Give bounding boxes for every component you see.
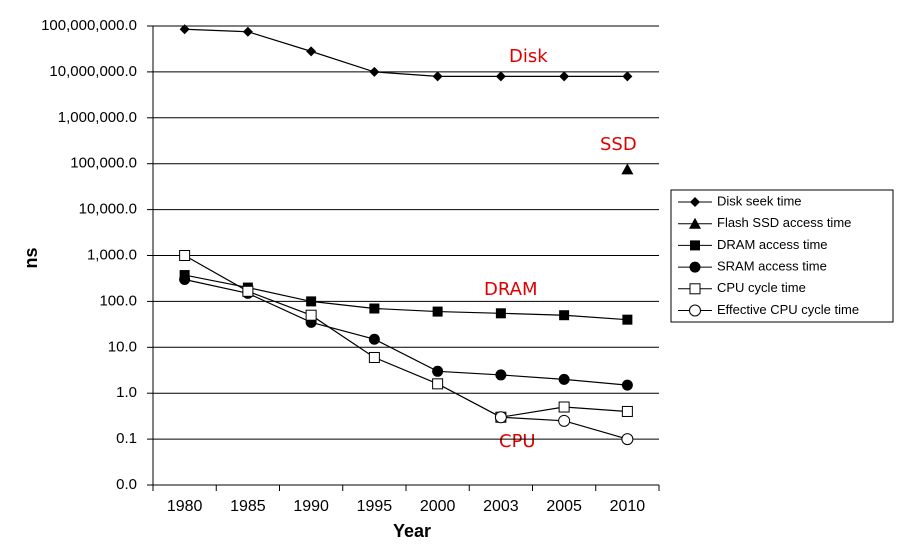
x-tick-label: 1995 (357, 498, 393, 515)
legend-label: Disk seek time (717, 193, 802, 208)
x-tick-label: 2003 (483, 498, 519, 515)
y-tick-label: 1,000,000.0 (58, 109, 137, 126)
marker (306, 46, 317, 57)
legend-box (670, 189, 894, 323)
marker (621, 163, 634, 175)
y-tick-label: 1,000.0 (87, 246, 137, 263)
marker (558, 401, 570, 413)
annotation: CPU (499, 431, 536, 452)
marker (690, 197, 700, 207)
marker (368, 333, 380, 345)
series-line (184, 28, 628, 77)
series-line (184, 274, 628, 321)
series-line (184, 278, 628, 386)
annotation: Disk (509, 46, 548, 67)
annotation: DRAM (484, 279, 537, 300)
y-tick-label: 10.0 (108, 338, 137, 355)
marker (558, 373, 570, 385)
marker (495, 308, 506, 319)
marker (559, 71, 570, 82)
marker (179, 250, 191, 261)
legend-label: SRAM access time (717, 259, 827, 274)
marker (689, 304, 701, 317)
legend-label: Flash SSD access time (717, 215, 851, 230)
marker (495, 369, 507, 381)
marker (621, 379, 633, 391)
y-tick-label: 0.0 (116, 476, 137, 493)
marker (306, 296, 317, 307)
marker (242, 285, 254, 297)
x-tick-label: 2005 (546, 498, 582, 515)
marker (369, 303, 380, 314)
marker (559, 310, 570, 321)
y-tick-label: 10,000.0 (79, 201, 137, 218)
marker (558, 414, 571, 427)
marker (689, 283, 701, 295)
marker (179, 274, 191, 286)
marker (495, 71, 506, 82)
y-tick-label: 0.1 (116, 430, 137, 447)
x-tick-label: 1985 (230, 498, 266, 515)
y-tick-label: 100.0 (99, 292, 137, 309)
y-tick-label: 10,000,000.0 (49, 63, 137, 80)
x-tick-label: 1980 (167, 498, 203, 515)
marker (432, 71, 443, 82)
marker (494, 411, 507, 424)
marker (432, 365, 444, 377)
y-tick-label: 100,000.0 (70, 155, 137, 172)
legend-label: DRAM access time (717, 237, 828, 252)
marker (621, 433, 634, 446)
marker (369, 66, 380, 77)
marker (689, 217, 701, 229)
marker (368, 351, 380, 363)
legend-label: CPU cycle time (717, 280, 806, 295)
marker (690, 240, 700, 251)
y-tick-label: 1.0 (116, 384, 137, 401)
annotation: SSD (600, 134, 637, 155)
x-tick-label: 1990 (293, 498, 329, 515)
marker (621, 405, 633, 417)
marker (622, 314, 633, 325)
marker (432, 306, 443, 317)
marker (242, 26, 253, 37)
x-tick-label: 2000 (420, 498, 456, 515)
x-axis-label: Year (393, 521, 431, 541)
marker (305, 309, 317, 321)
marker (622, 71, 633, 82)
marker (689, 261, 701, 273)
series-line (184, 254, 628, 418)
legend-label: Effective CPU cycle time (717, 302, 859, 317)
marker (179, 24, 190, 35)
y-axis-label: ns (21, 247, 41, 268)
y-tick-label: 100,000,000.0 (41, 17, 137, 34)
x-tick-label: 2010 (610, 498, 646, 515)
marker (432, 378, 444, 390)
